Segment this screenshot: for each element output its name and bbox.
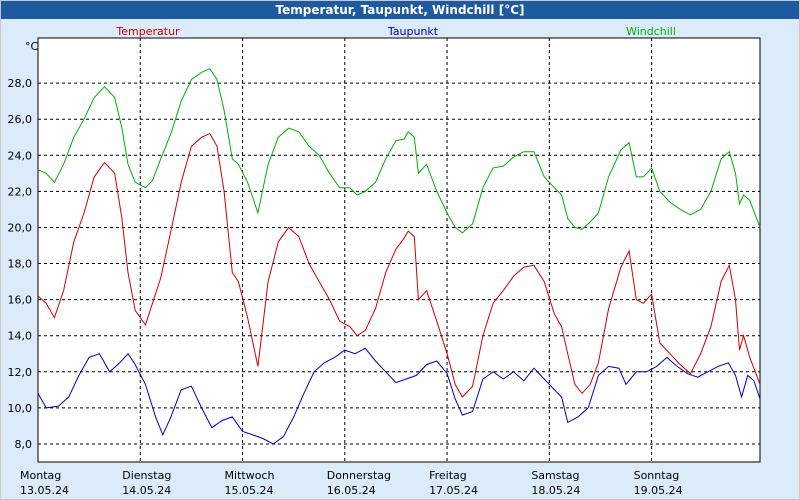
y-tick-label: 18,0 (8, 258, 33, 271)
x-tick-date: 16.05.24 (327, 484, 376, 497)
y-tick-label: 24,0 (8, 149, 33, 162)
x-tick-date: 18.05.24 (531, 484, 580, 497)
x-tick-day: Sonntag (634, 469, 680, 482)
x-tick-day: Montag (20, 469, 61, 482)
y-tick-label: 20,0 (8, 221, 33, 234)
y-tick-label: 12,0 (8, 366, 33, 379)
series-line-windchill (37, 68, 761, 234)
y-tick-label: 26,0 (8, 113, 33, 126)
x-tick-date: 13.05.24 (20, 484, 69, 497)
chart-title: Temperatur, Taupunkt, Windchill [°C] (1, 1, 799, 19)
legend: Temperatur Taupunkt Windchill (115, 25, 676, 38)
y-tick-label: 10,0 (8, 402, 33, 415)
legend-entry: Windchill (626, 25, 676, 38)
y-tick-label: 16,0 (8, 294, 33, 307)
series-lines (37, 68, 761, 445)
x-tick-day: Dienstag (122, 469, 171, 482)
x-tick-day: Mittwoch (225, 469, 275, 482)
x-tick-day: Freitag (429, 469, 467, 482)
y-tick-label: 14,0 (8, 330, 33, 343)
x-tick-day: Samstag (531, 469, 579, 482)
plot-area (37, 37, 761, 463)
x-tick-date: 14.05.24 (122, 484, 171, 497)
y-tick-label: 28,0 (8, 77, 33, 90)
legend-entry: Taupunkt (387, 25, 439, 38)
y-tick-label: 22,0 (8, 185, 33, 198)
series-line-temperatur (37, 132, 761, 398)
x-axis-ticks: Montag 13.05.24 Dienstag 14.05.24 Mittwoch 15… (20, 469, 683, 497)
x-tick-date: 17.05.24 (429, 484, 478, 497)
y-axis-ticks: 8,0 10,0 12,0 14,0 16,0 18,0 20,0 22,0 24,0 26,0 2… (8, 77, 33, 451)
y-axis-label: °C (25, 40, 39, 53)
x-tick-date: 19.05.24 (634, 484, 683, 497)
y-tick-label: 8,0 (15, 438, 33, 451)
series-line-taupunkt (37, 347, 761, 445)
x-tick-day: Donnerstag (327, 469, 391, 482)
legend-entry: Temperatur (115, 25, 180, 38)
x-tick-date: 15.05.24 (225, 484, 274, 497)
grid (38, 38, 760, 462)
